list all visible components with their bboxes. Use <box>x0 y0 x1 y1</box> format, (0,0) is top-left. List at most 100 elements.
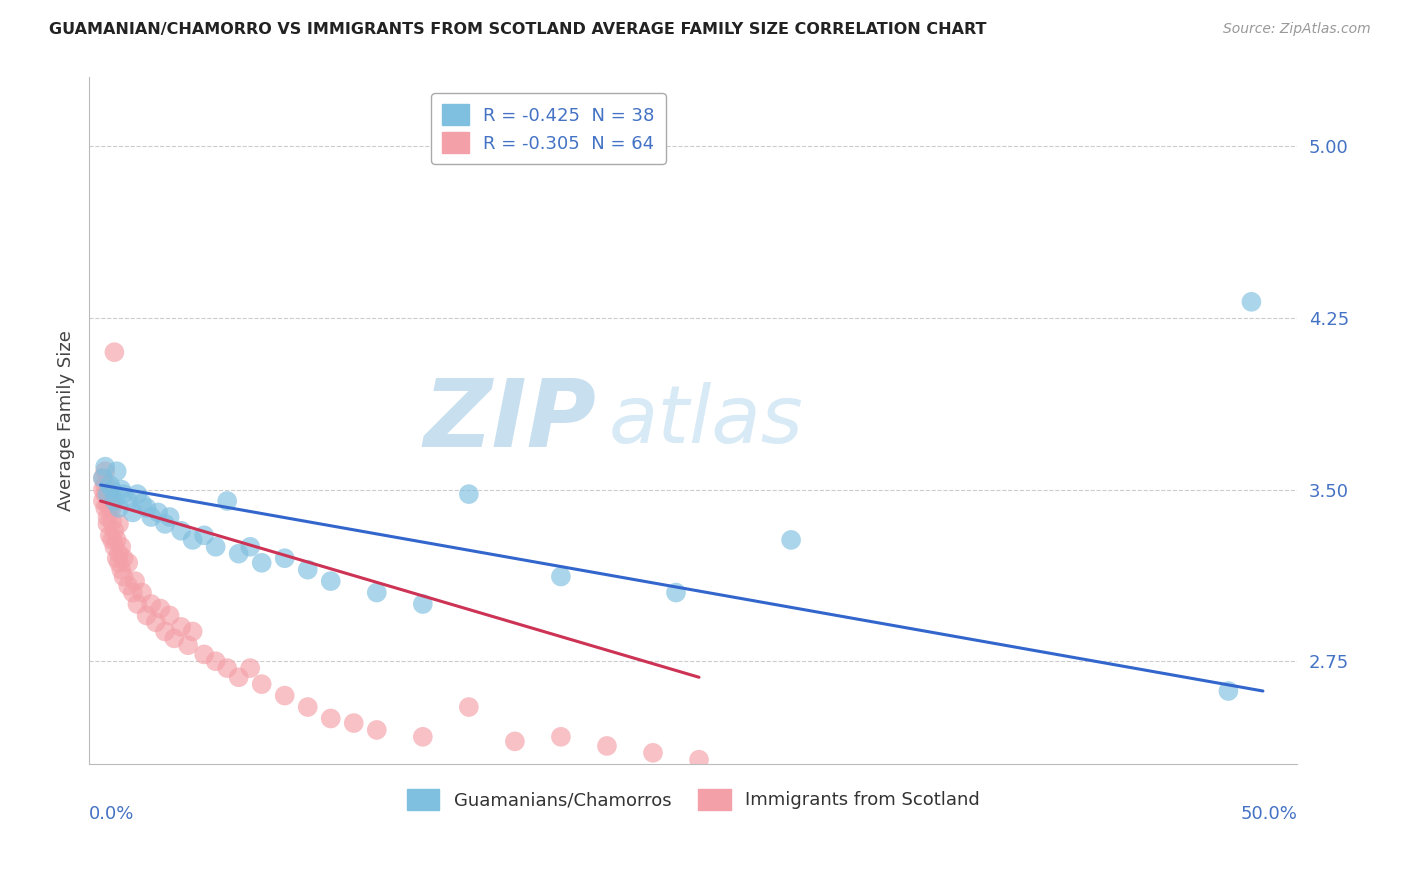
Point <box>112 569 135 583</box>
Point <box>457 487 479 501</box>
Point <box>159 510 181 524</box>
Point <box>103 524 125 538</box>
Point <box>131 496 153 510</box>
Point <box>121 505 143 519</box>
Point <box>665 585 688 599</box>
Text: GUAMANIAN/CHAMORRO VS IMMIGRANTS FROM SCOTLAND AVERAGE FAMILY SIZE CORRELATION C: GUAMANIAN/CHAMORRO VS IMMIGRANTS FROM SC… <box>49 22 987 37</box>
Point <box>297 563 319 577</box>
Point <box>105 551 128 566</box>
Point <box>146 505 169 519</box>
Legend: Guamanians/Chamorros, Immigrants from Scotland: Guamanians/Chamorros, Immigrants from Sc… <box>399 781 987 817</box>
Point <box>108 500 131 515</box>
Point <box>110 540 132 554</box>
Point <box>193 648 215 662</box>
Point <box>101 494 124 508</box>
Point <box>780 533 803 547</box>
Point <box>149 601 172 615</box>
Point <box>101 500 124 515</box>
Point <box>96 487 118 501</box>
Point <box>91 471 114 485</box>
Y-axis label: Average Family Size: Average Family Size <box>58 330 75 511</box>
Text: atlas: atlas <box>609 382 803 460</box>
Point <box>112 551 135 566</box>
Point <box>273 551 295 566</box>
Point <box>141 597 163 611</box>
Point <box>94 459 117 474</box>
Point <box>117 494 139 508</box>
Text: 0.0%: 0.0% <box>89 805 135 823</box>
Point <box>250 677 273 691</box>
Point <box>98 528 121 542</box>
Point <box>121 585 143 599</box>
Text: ZIP: ZIP <box>423 375 596 467</box>
Point <box>96 510 118 524</box>
Point <box>124 574 146 588</box>
Point <box>193 528 215 542</box>
Point <box>96 516 118 531</box>
Point <box>94 487 117 501</box>
Point <box>204 540 226 554</box>
Point <box>108 556 131 570</box>
Point <box>110 483 132 497</box>
Point <box>98 478 121 492</box>
Point <box>105 533 128 547</box>
Point <box>135 500 157 515</box>
Point <box>141 510 163 524</box>
Point <box>181 533 204 547</box>
Point <box>319 574 342 588</box>
Point <box>103 345 125 359</box>
Point <box>91 471 114 485</box>
Point <box>641 746 664 760</box>
Point <box>117 556 139 570</box>
Point <box>96 496 118 510</box>
Point <box>239 540 262 554</box>
Point <box>177 638 200 652</box>
Point <box>550 730 572 744</box>
Point <box>343 716 366 731</box>
Point <box>131 585 153 599</box>
Point <box>94 500 117 515</box>
Point <box>366 585 388 599</box>
Point <box>117 579 139 593</box>
Point <box>228 547 250 561</box>
Point <box>91 494 114 508</box>
Point <box>135 608 157 623</box>
Point <box>366 723 388 737</box>
Point <box>94 464 117 478</box>
Point <box>319 711 342 725</box>
Point <box>96 483 118 497</box>
Point <box>127 487 149 501</box>
Text: Source: ZipAtlas.com: Source: ZipAtlas.com <box>1223 22 1371 37</box>
Point <box>101 533 124 547</box>
Point <box>1218 684 1240 698</box>
Point <box>1240 294 1263 309</box>
Point <box>145 615 167 630</box>
Point <box>596 739 619 753</box>
Point <box>250 556 273 570</box>
Point <box>103 540 125 554</box>
Point <box>110 563 132 577</box>
Point <box>98 487 121 501</box>
Point <box>163 632 186 646</box>
Point <box>112 487 135 501</box>
Point <box>105 464 128 478</box>
Point <box>153 624 176 639</box>
Point <box>91 483 114 497</box>
Point <box>550 569 572 583</box>
Point <box>98 500 121 515</box>
Point <box>103 494 125 508</box>
Point <box>688 753 710 767</box>
Point <box>412 597 434 611</box>
Point <box>239 661 262 675</box>
Point <box>170 524 193 538</box>
Point <box>228 670 250 684</box>
Point <box>94 478 117 492</box>
Point <box>153 516 176 531</box>
Point <box>127 597 149 611</box>
Point <box>101 483 124 497</box>
Point <box>181 624 204 639</box>
Point <box>108 547 131 561</box>
Point <box>170 620 193 634</box>
Point <box>457 700 479 714</box>
Point <box>412 730 434 744</box>
